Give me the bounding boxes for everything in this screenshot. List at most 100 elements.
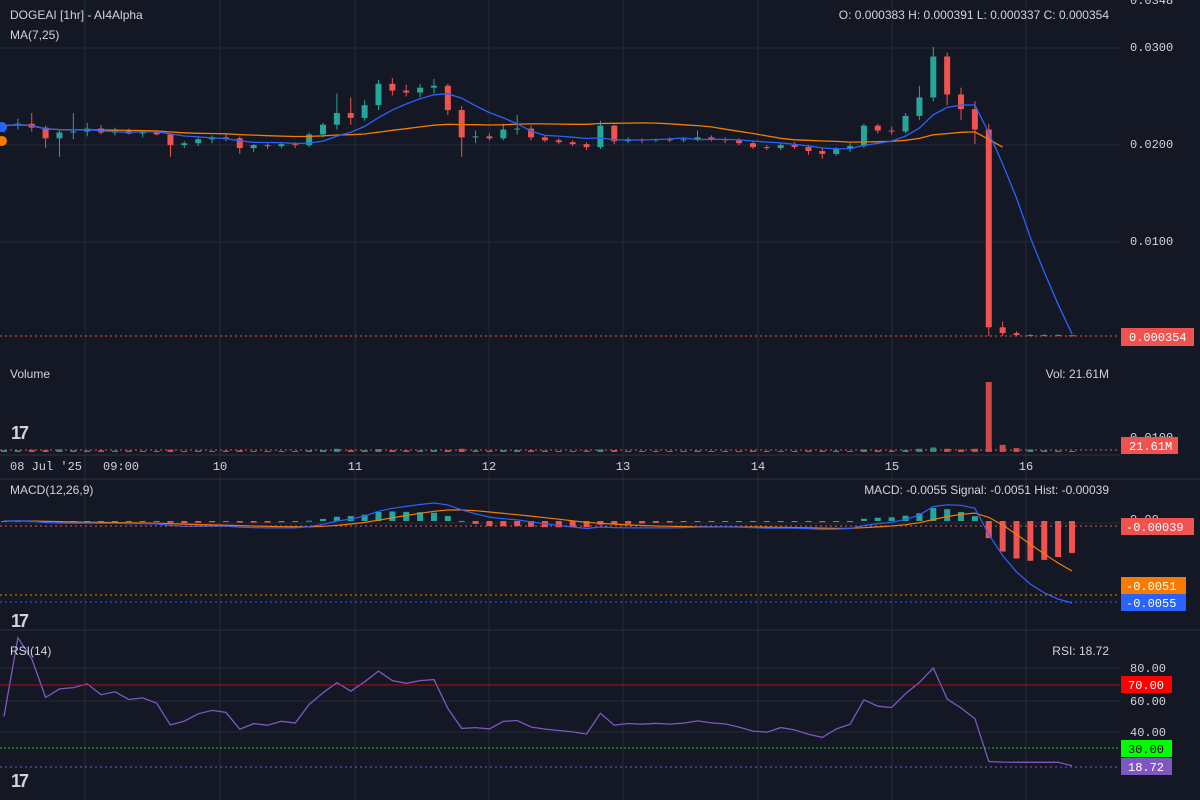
candle-body xyxy=(569,142,576,145)
time-label-5: 13 xyxy=(616,460,630,474)
volume-badge xyxy=(1121,437,1178,454)
rsi-value-badge xyxy=(1121,758,1172,775)
ma7-marker-icon[interactable] xyxy=(0,122,7,132)
rsi-value-badge-text: 18.72 xyxy=(1128,761,1164,775)
volume-bar xyxy=(1055,450,1062,452)
candle-body xyxy=(444,85,451,111)
volume-bar xyxy=(999,444,1006,452)
candle-body xyxy=(944,56,951,95)
macd-hist-bar xyxy=(528,521,535,527)
volume-bar xyxy=(139,451,146,452)
candle-body xyxy=(1041,335,1048,337)
chart-title: DOGEAI [1hr] - AI4Alpha xyxy=(10,8,143,22)
volume-bar xyxy=(569,451,576,452)
volume-bar xyxy=(125,450,132,452)
volume-bar xyxy=(583,450,590,452)
candle-body xyxy=(985,129,992,328)
macd-hist-bar xyxy=(652,521,659,523)
volume-bar xyxy=(541,450,548,452)
candle-body xyxy=(389,83,396,91)
macd-hist-bar xyxy=(153,521,160,522)
ma7-line xyxy=(3,93,1073,335)
time-label-1: 09:00 xyxy=(103,460,139,474)
volume-bar xyxy=(111,450,118,452)
macd-hist-bar xyxy=(763,521,770,522)
volume-bar xyxy=(930,447,937,452)
macd-hist-bar xyxy=(916,513,923,521)
hist-badge-text: -0.00039 xyxy=(1126,521,1184,535)
volume-bar xyxy=(652,451,659,452)
candle-body xyxy=(306,134,313,146)
volume-bar xyxy=(528,450,535,452)
volume-bar xyxy=(888,450,895,452)
ma25-marker-icon[interactable] xyxy=(0,136,7,146)
macd-hist-bar xyxy=(749,521,756,522)
volume-bar xyxy=(292,451,299,452)
candle-body xyxy=(749,143,756,148)
volume-layer xyxy=(1,382,1075,452)
rsi-30-badge-text: 30.00 xyxy=(1128,743,1164,757)
volume-bar xyxy=(1041,450,1048,452)
macd-hist-bar xyxy=(722,521,729,522)
candle-body xyxy=(264,145,271,147)
macd-hist-bar xyxy=(1027,521,1034,561)
macd-layer xyxy=(1,502,1075,604)
candle-body xyxy=(139,132,146,134)
volume-bar xyxy=(98,450,105,452)
candle-body xyxy=(222,137,229,139)
last-price-badge-text: 0.000354 xyxy=(1129,331,1187,345)
macd-hist-bar xyxy=(1013,521,1020,559)
candle-body xyxy=(971,109,978,130)
volume-bar xyxy=(971,448,978,452)
candle-body xyxy=(320,124,327,135)
volume-bar xyxy=(430,450,437,452)
volume-label: Volume xyxy=(10,367,50,381)
candle-body xyxy=(417,87,424,93)
candle-body xyxy=(430,85,437,88)
volume-bar xyxy=(749,450,756,452)
macd-hist-bar xyxy=(139,521,146,522)
macd-hist-bar xyxy=(430,512,437,521)
tradingview-logo-icon-rsi[interactable]: 17 xyxy=(11,771,31,791)
macd-hist-bar xyxy=(777,521,784,522)
candle-body xyxy=(361,105,368,118)
rsi-tick-40: 40.00 xyxy=(1130,726,1166,740)
volume-bar xyxy=(222,450,229,452)
candle-body xyxy=(153,132,160,135)
macd-hist-bar xyxy=(999,521,1006,552)
volume-readout: Vol: 21.61M xyxy=(1046,367,1109,381)
tradingview-logo-icon[interactable]: 17 xyxy=(11,423,31,443)
volume-bar xyxy=(597,449,604,452)
candle-body xyxy=(777,145,784,149)
time-label-7: 15 xyxy=(885,460,899,474)
volume-bar xyxy=(28,449,35,452)
price-tick-0100: 0.0100 xyxy=(1130,235,1173,249)
tradingview-logo-icon-macd[interactable]: 17 xyxy=(11,611,31,631)
ma-layer xyxy=(3,93,1073,335)
volume-bar xyxy=(167,449,174,452)
volume-bar xyxy=(361,450,368,452)
volume-bar xyxy=(916,448,923,452)
rsi-readout: RSI: 18.72 xyxy=(1052,644,1109,658)
candle-body xyxy=(833,149,840,154)
volume-bar xyxy=(722,451,729,452)
volume-bar xyxy=(209,451,216,452)
macd-hist-bar xyxy=(222,521,229,522)
volume-bar xyxy=(403,450,410,452)
macd-readout: MACD: -0.0055 Signal: -0.0051 Hist: -0.0… xyxy=(864,483,1109,497)
candle-body xyxy=(666,139,673,141)
ma-legend: MA(7,25) xyxy=(10,28,59,42)
macd-hist-bar xyxy=(236,521,243,523)
macd-hist-bar xyxy=(84,521,91,522)
volume-bar xyxy=(680,451,687,452)
volume-bar xyxy=(264,451,271,452)
macd-hist-bar xyxy=(111,521,118,522)
candle-body xyxy=(805,147,812,151)
macd-hist-bar xyxy=(403,511,410,521)
macd-hist-bar xyxy=(694,521,701,522)
candle-body xyxy=(472,136,479,138)
candle-body xyxy=(902,115,909,132)
candle-body xyxy=(195,139,202,144)
